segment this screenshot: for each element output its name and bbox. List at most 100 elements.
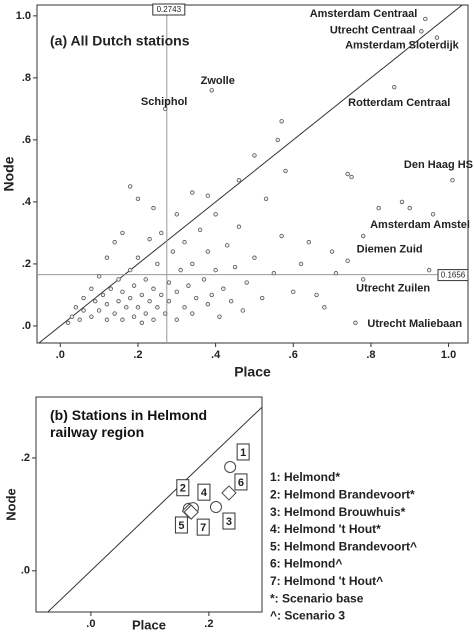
- point: [178, 267, 183, 273]
- point-label: 3: [226, 516, 232, 528]
- point: [96, 274, 102, 279]
- x-tick-label: .6: [289, 349, 298, 361]
- point: [345, 171, 350, 177]
- point: [116, 277, 121, 282]
- point: [162, 106, 168, 112]
- point: [190, 261, 195, 267]
- point: [360, 233, 366, 239]
- legend-entry: 7: Helmond 't Hout^: [270, 574, 383, 588]
- x-tick-label: .2: [204, 618, 213, 630]
- point: [159, 292, 164, 298]
- reference-label-box: [152, 3, 186, 16]
- point: [353, 320, 358, 326]
- point: [190, 311, 195, 316]
- point: [209, 88, 214, 93]
- point: [217, 314, 222, 319]
- point: [423, 16, 428, 22]
- point: [225, 243, 230, 248]
- point: [298, 261, 304, 267]
- x-tick-label: .8: [366, 349, 375, 361]
- point: [147, 298, 152, 304]
- point: [112, 240, 117, 245]
- point: [450, 178, 455, 183]
- legend-entry: 2: Helmond Brandevoort*: [270, 487, 415, 501]
- point: [166, 298, 172, 304]
- point: [279, 233, 284, 239]
- point: [162, 311, 168, 316]
- point: [96, 308, 102, 313]
- point-label-box: [174, 516, 188, 534]
- point: [120, 289, 125, 295]
- y-tick-label: .6: [22, 134, 31, 146]
- point: [236, 178, 242, 183]
- plot-area: [47, 406, 262, 612]
- point: [159, 230, 164, 236]
- point: [174, 212, 179, 217]
- point: [434, 35, 440, 40]
- y-tick-label: 1.0: [16, 10, 31, 22]
- point: [232, 264, 238, 270]
- point: [166, 280, 172, 285]
- point: [139, 320, 145, 326]
- x-tick-label: .2: [133, 349, 142, 361]
- point: [108, 286, 113, 291]
- point-label: 4: [201, 487, 208, 499]
- point: [93, 298, 98, 304]
- point: [205, 302, 211, 307]
- point: [209, 292, 214, 298]
- point-label: Amsterdam Sloterdijk: [345, 39, 460, 51]
- point: [349, 174, 354, 180]
- legend-entry: 6: Helmond^: [270, 557, 342, 571]
- plot-area: [37, 5, 468, 343]
- y-tick-label: .2: [22, 258, 31, 270]
- point: [244, 280, 249, 285]
- point: [143, 277, 148, 282]
- x-tick-label: 1.0: [441, 349, 456, 361]
- point-label-box: [234, 473, 248, 491]
- point: [174, 289, 179, 295]
- y-tick-label: .0: [22, 320, 31, 332]
- legend-entry: 5: Helmond Brandevoort^: [270, 539, 417, 553]
- diagonal-line: [38, 5, 463, 343]
- point-label-box: [222, 512, 236, 530]
- point: [135, 196, 141, 202]
- point: [236, 224, 242, 229]
- point-label: Utrecht Centraal: [330, 24, 416, 36]
- point: [116, 298, 121, 304]
- point: [197, 227, 203, 233]
- point: [131, 314, 137, 319]
- point-label: Rotterdam Centraal: [348, 97, 450, 109]
- y-tick-label: .2: [21, 452, 30, 464]
- point: [89, 286, 94, 291]
- point-label-box: [236, 443, 250, 461]
- point-label: 1: [240, 447, 246, 459]
- legend-entry: ^: Scenario 3: [270, 609, 345, 623]
- point: [221, 286, 226, 291]
- point: [228, 298, 234, 304]
- point: [81, 308, 86, 313]
- point: [135, 255, 141, 260]
- point: [263, 196, 269, 202]
- point: [209, 501, 222, 514]
- point: [135, 305, 141, 310]
- point: [329, 249, 335, 254]
- point: [104, 302, 110, 307]
- point: [155, 305, 160, 310]
- point-label: 5: [178, 520, 184, 532]
- chart-title: (b) Stations in Helmond railway region: [50, 407, 208, 440]
- point: [213, 267, 218, 273]
- point: [376, 205, 381, 211]
- point: [426, 267, 432, 273]
- point-label-box: [196, 518, 210, 536]
- point: [224, 460, 237, 473]
- point: [252, 255, 257, 260]
- point: [205, 249, 211, 254]
- point-label: Zwolle: [201, 75, 235, 87]
- point: [155, 261, 160, 267]
- point: [182, 240, 187, 245]
- point: [174, 317, 179, 322]
- point-label: Utrecht Maliebaan: [367, 318, 462, 330]
- point: [100, 292, 106, 298]
- point: [81, 295, 86, 301]
- point: [283, 168, 288, 174]
